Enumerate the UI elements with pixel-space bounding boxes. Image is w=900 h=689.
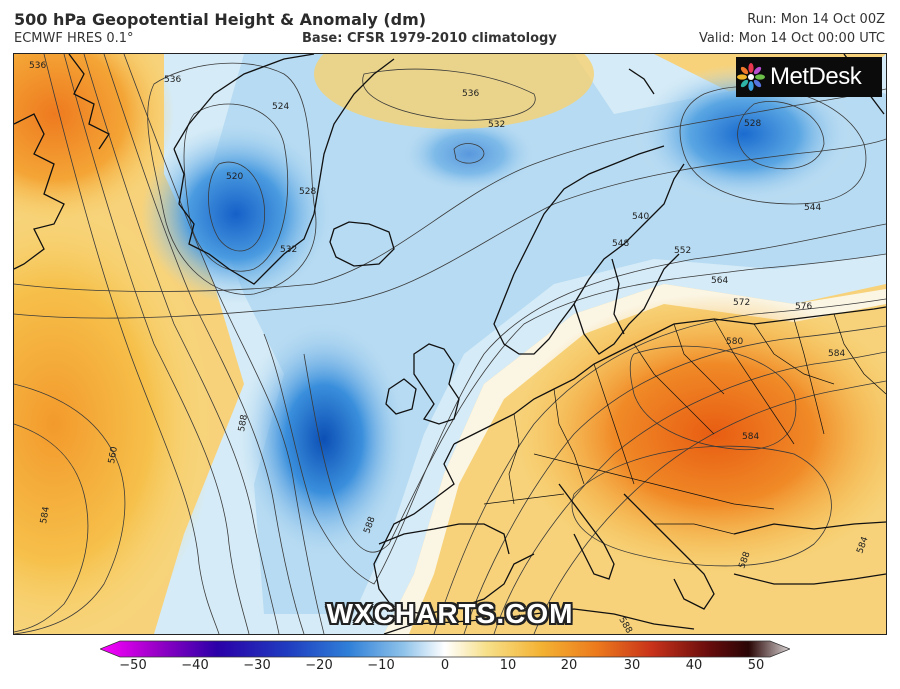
contour-label: 528 (299, 187, 316, 197)
colorbar-tick: 50 (747, 658, 765, 673)
colorbar-tick: 0 (440, 658, 450, 673)
colorbar-tick: 20 (560, 658, 578, 673)
canada-ridge (14, 54, 174, 224)
norwegian-sea-low (399, 114, 539, 194)
colorbar-tick: −10 (367, 658, 395, 673)
model-label: ECMWF HRES 0.1° (14, 31, 134, 46)
colorbar-tick: −20 (305, 658, 333, 673)
contour-label: 540 (632, 212, 649, 222)
atlantic-ridge (14, 194, 214, 634)
metdesk-logo-text: MetDesk (770, 63, 862, 90)
contour-label: 532 (488, 120, 505, 130)
eastern-europe-ridge (514, 294, 886, 574)
contour-label: 588 (237, 414, 250, 433)
wxcharts-watermark: WXCHARTS.COM (326, 598, 574, 629)
run-time-label: Run: Mon 14 Oct 00Z (747, 12, 885, 27)
contour-label: 584 (39, 506, 52, 525)
coastlines (14, 54, 886, 634)
arctic-positive-anomaly (314, 54, 594, 129)
metdesk-star-icon (737, 63, 765, 91)
contour-label: 536 (29, 61, 46, 71)
map-title: 500 hPa Geopotential Height & Anomaly (d… (14, 10, 427, 29)
contour-label: 564 (711, 276, 728, 286)
atlantic-trough-low (239, 319, 409, 559)
colorbar-tick: −40 (181, 658, 209, 673)
height-contours (14, 54, 886, 634)
colorbar-tick: −30 (243, 658, 271, 673)
valid-time-label: Valid: Mon 14 Oct 00:00 UTC (698, 31, 885, 46)
contour-label: 572 (733, 298, 750, 308)
climatology-base-label: Base: CFSR 1979-2010 climatology (302, 31, 557, 46)
contour-label: 520 (226, 172, 243, 182)
country-borders (483, 313, 886, 535)
contour-label: 576 (795, 302, 812, 312)
contour-label: 584 (828, 349, 845, 359)
contour-label: 528 (744, 119, 761, 129)
contour-label: 536 (164, 75, 181, 85)
greenland-low (141, 124, 331, 304)
contour-label: 584 (742, 432, 759, 442)
contour-label: 548 (612, 239, 629, 249)
weather-map: 536 536 524 520 528 532 536 532 528 540 … (13, 53, 887, 635)
colorbar-tick: −50 (119, 658, 147, 673)
colorbar-tick: 30 (623, 658, 641, 673)
colorbar-ticks: −50 −40 −30 −20 −10 0 10 20 30 40 50 (0, 658, 900, 680)
contour-label: 524 (272, 102, 289, 112)
contour-label: 560 (107, 446, 120, 465)
contour-label: 536 (462, 89, 479, 99)
metdesk-logo: MetDesk (736, 57, 882, 97)
contour-label: 544 (804, 203, 821, 213)
contour-label: 532 (280, 245, 297, 255)
neutral-band (384, 284, 886, 634)
colorbar-tick: 40 (685, 658, 703, 673)
colorbar-tick: 10 (499, 658, 517, 673)
contour-label: 580 (726, 337, 743, 347)
anomaly-colorbar (100, 640, 790, 658)
contour-label: 552 (674, 246, 691, 256)
